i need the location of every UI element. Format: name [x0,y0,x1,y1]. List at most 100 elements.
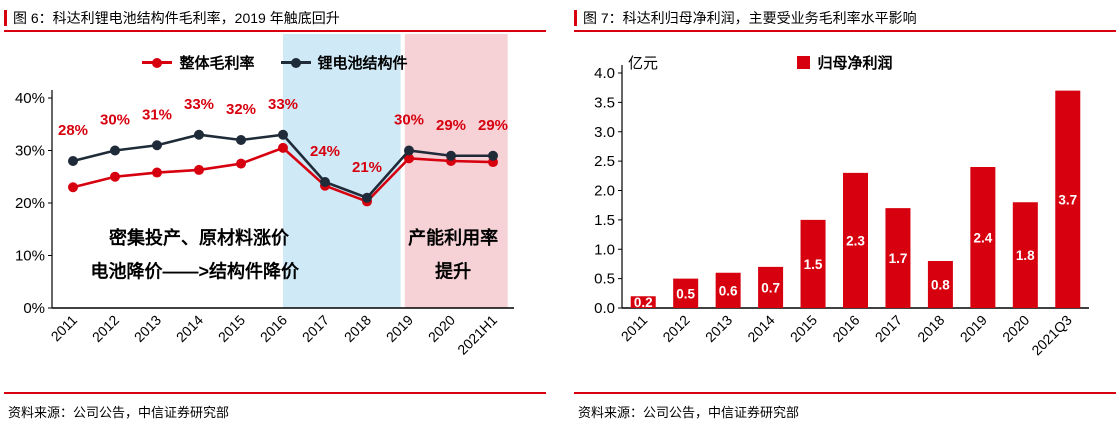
x-tick-label: 2015 [215,312,248,345]
x-tick-label: 2019 [383,312,416,345]
point-label: 33% [184,96,214,113]
bar [1012,202,1038,308]
data-point [110,145,120,156]
x-tick-label: 2012 [659,312,692,345]
y-tick-label: 40% [15,90,45,107]
y-tick-label: 20% [15,195,45,212]
x-tick-label: 2020 [999,312,1032,345]
point-label: 32% [226,101,256,118]
data-point [236,158,246,169]
y-tick-label: 0.5 [594,271,615,288]
title-accent-bar [574,10,577,26]
point-label: 30% [394,112,424,129]
figure-7-source: 资料来源：公司公告，中信证券研究部 [574,392,1116,421]
figure-7-header: 图 7：科达利归母净利润，主要受业务毛利率水平影响 [574,6,1116,32]
point-label: 29% [478,117,508,134]
y-tick-label: 0% [23,300,45,317]
point-label: 31% [142,106,172,123]
x-tick-label: 2017 [299,312,332,345]
y-tick-label: 2.5 [594,153,615,170]
x-tick-label: 2021H1 [454,312,500,358]
bar [885,208,911,308]
annotation-text: 密集投产、原材料涨价 [109,227,290,248]
data-point [488,150,498,161]
bar [715,272,741,308]
x-tick-label: 2014 [173,312,206,345]
x-tick-label: 2014 [744,312,777,345]
bar-value-label: 0.5 [676,286,695,301]
data-point [404,145,414,156]
y-tick-label: 4.0 [594,65,615,82]
source-text: 资料来源：公司公告，中信证券研究部 [578,405,800,420]
annotation-text: 提升 [435,260,471,281]
net-profit-bar-chart: 0.0 0.5 1.0 1.5 2.0 2.5 3.0 3.5 4.0 2011 2012 2013 2… [594,65,1089,359]
bar-value-label: 1.8 [1016,248,1035,263]
figure-6-header: 图 6：科达利锂电池结构件毛利率，2019 年触底回升 [4,6,546,32]
y-tick-label: 3.0 [594,124,615,141]
point-label: 29% [436,117,466,134]
data-point [68,156,78,166]
data-point [110,171,120,182]
bar-value-label: 2.4 [973,231,992,246]
x-tick-label: 2019 [957,312,990,345]
figure-6-chart: 0% 10% 20% 30% 40% 2011 2012 2013 2014 2015 2016 20… [4,32,546,390]
figure-7-title: 图 7：科达利归母净利润，主要受业务毛利率水平影响 [583,10,917,26]
data-point [278,129,288,140]
data-point [68,182,78,193]
bar [970,167,996,308]
x-tick-label: 2016 [257,312,290,345]
y-tick-label: 2.0 [594,183,615,200]
bar [673,278,699,308]
x-tick-label: 2015 [787,312,820,345]
figure-7-chart: 0.0 0.5 1.0 1.5 2.0 2.5 3.0 3.5 4.0 2011 2012 2013 2… [574,32,1116,390]
bar [927,261,953,308]
y-tick-label: 10% [15,248,45,265]
x-tick-label: 2021Q3 [1028,312,1075,359]
bar-value-label: 0.8 [931,278,950,293]
bar-value-label: 0.6 [719,283,738,298]
bar-value-label: 0.2 [634,295,653,310]
x-tick-label: 2017 [872,312,905,345]
point-label: 21% [352,159,382,176]
highlight-band-pink [404,34,508,308]
x-tick-label: 2020 [425,312,458,345]
data-point [152,140,162,151]
figure-7-panel: 图 7：科达利归母净利润，主要受业务毛利率水平影响 0.0 0.5 1.0 1.5 2.… [574,6,1116,421]
x-tick-label: 2016 [829,312,862,345]
bar [1055,90,1081,308]
data-point [278,142,288,153]
data-point [194,164,204,175]
highlight-band-blue [283,34,401,308]
bar-value-label: 0.7 [761,280,780,295]
bar-value-label: 1.5 [804,257,823,272]
data-point [194,129,204,140]
figure-6-source: 资料来源：公司公告，中信证券研究部 [4,392,546,421]
bar [758,266,784,308]
point-label: 33% [268,96,298,113]
data-point [404,153,414,164]
annotation-text: 产能利用率 [408,227,498,248]
x-tick-label: 2013 [702,312,735,345]
bar-value-label: 3.7 [1058,192,1077,207]
y-tick-label: 30% [15,143,45,160]
x-tick-label: 2013 [131,312,164,345]
bar-value-label: 2.3 [846,233,865,248]
figure-6-panel: 图 6：科达利锂电池结构件毛利率，2019 年触底回升 0% 10% 20% 30% 4… [4,6,546,421]
y-tick-label: 3.5 [594,94,615,111]
bar [800,219,826,308]
annotation-text: 电池降价——>结构件降价 [91,260,301,281]
bar [843,172,868,308]
data-point [236,135,246,145]
x-tick-label: 2011 [48,312,81,345]
y-tick-label: 0.0 [594,300,615,317]
gross-margin-line-chart: 0% 10% 20% 30% 40% 2011 2012 2013 2014 2015 2016 20… [15,34,514,358]
x-tick-label: 2018 [341,312,374,345]
source-text: 资料来源：公司公告，中信证券研究部 [8,405,230,420]
y-tick-label: 1.5 [594,212,615,229]
point-label: 24% [310,143,340,160]
data-point [362,192,372,203]
data-point [320,177,330,187]
figure-6-title: 图 6：科达利锂电池结构件毛利率，2019 年触底回升 [13,10,340,26]
data-point [152,167,162,178]
